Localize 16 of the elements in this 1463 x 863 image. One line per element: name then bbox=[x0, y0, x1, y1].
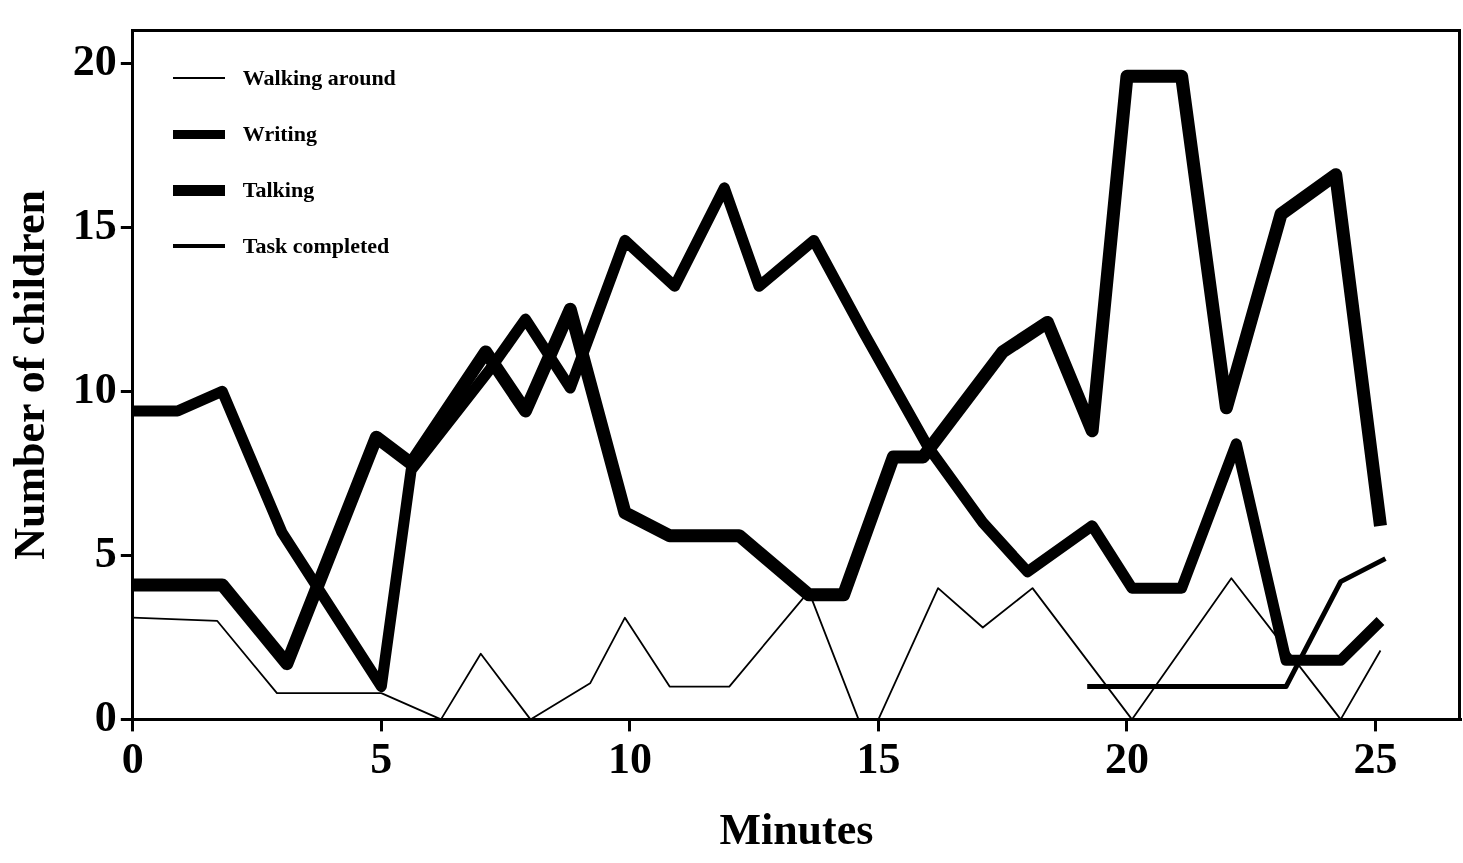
legend-label: Talking bbox=[242, 177, 315, 204]
y-tick-label: 20 bbox=[72, 35, 117, 85]
legend-label: Task completed bbox=[242, 233, 390, 260]
x-tick-label: 5 bbox=[370, 734, 393, 784]
legend-label: Writing bbox=[242, 121, 317, 148]
x-axis-title: Minutes bbox=[719, 804, 874, 854]
x-tick-label: 25 bbox=[1353, 734, 1398, 784]
y-tick-label: 10 bbox=[72, 363, 117, 413]
y-tick-label: 15 bbox=[72, 199, 117, 249]
legend-label: Walking around bbox=[242, 65, 396, 92]
y-tick-label: 0 bbox=[94, 691, 117, 741]
y-axis-title: Number of children bbox=[4, 189, 54, 560]
x-tick-label: 20 bbox=[1104, 734, 1149, 784]
y-tick-label: 5 bbox=[94, 527, 117, 577]
x-tick-label: 15 bbox=[856, 734, 901, 784]
x-tick-label: 10 bbox=[607, 734, 652, 784]
